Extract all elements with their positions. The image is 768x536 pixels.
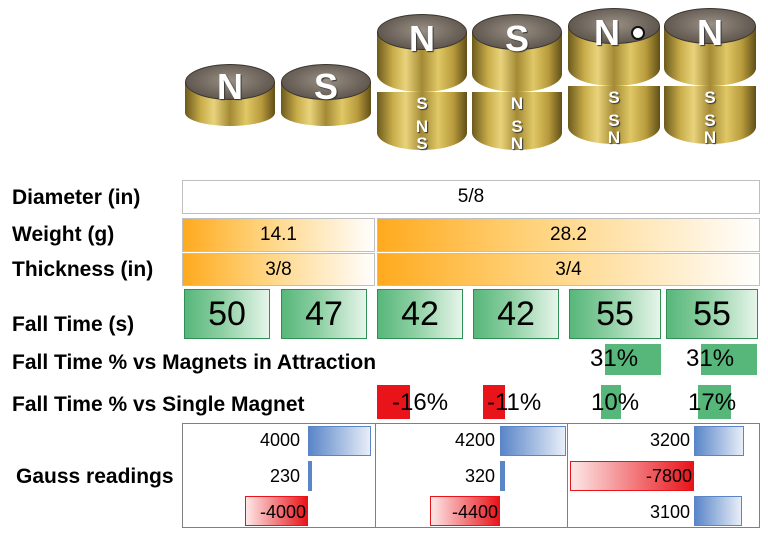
fall-time-value: 55: [596, 294, 634, 333]
gauss-label: Gauss readings: [16, 465, 174, 488]
thickness-single-value: 3/8: [265, 258, 292, 280]
magnet-face: [664, 8, 756, 44]
magnet-pole-label: N: [697, 12, 723, 53]
gauss-value: 320: [464, 466, 495, 486]
weight-double-cell: 28.2: [377, 218, 760, 252]
magnet-pole-label: S: [504, 18, 529, 59]
pct-attraction-value: 31%: [686, 345, 735, 372]
magnet-side: [377, 92, 467, 150]
weight-double-value: 28.2: [550, 224, 587, 245]
fall-time-cell: 42: [377, 289, 463, 339]
gauss-negative-bar: [245, 496, 308, 526]
magnet-pole-label: N: [217, 66, 243, 107]
magnet-3: N S N S: [377, 14, 467, 164]
magnet-pole-label: N: [703, 128, 717, 147]
thickness-double-value: 3/4: [555, 258, 582, 280]
pct-attraction-label: Fall Time % vs Magnets in Attraction: [12, 351, 377, 374]
thickness-label: Thickness (in): [12, 258, 154, 281]
gauss-value: 230: [269, 466, 300, 486]
pct-single-bar: [483, 385, 505, 419]
fall-time-value: 42: [401, 294, 439, 333]
magnet-6: N S S N: [664, 8, 756, 158]
magnet-pole-label: S: [313, 66, 338, 107]
magnet-pole-label: N: [594, 12, 620, 53]
weight-single-value: 14.1: [260, 224, 297, 245]
gauss-positive-bar: [500, 426, 566, 456]
pct-single-bar: [601, 385, 621, 419]
thickness-single-cell: 3/8: [182, 253, 375, 286]
gauss-value: 3100: [649, 502, 690, 522]
magnet-pole-label: N: [415, 117, 429, 136]
thickness-double-cell: 3/4: [377, 253, 760, 286]
pct-attraction-bar: [701, 344, 757, 375]
gauss-negative-bar: [570, 461, 694, 491]
weight-single-cell: 14.1: [182, 218, 375, 252]
magnet-1: N: [185, 64, 275, 154]
pct-single-value: 17%: [688, 389, 737, 416]
gauss-positive-bar: [308, 461, 312, 491]
gauss-value: 3200: [649, 430, 690, 450]
magnet-face: [281, 64, 371, 100]
magnet-pole-label: S: [704, 111, 716, 130]
magnet-side: [568, 86, 660, 144]
magnet-pole-label: S: [608, 88, 620, 107]
magnet-pole-label: N: [607, 128, 621, 147]
pct-attraction-bar: [605, 344, 661, 375]
fall-time-value: 42: [497, 294, 535, 333]
fall-time-cell: 47: [281, 289, 367, 339]
pct-single-label: Fall Time % vs Single Magnet: [12, 393, 305, 416]
pct-single-value: 10%: [591, 389, 640, 416]
magnet-pole-label: N: [510, 94, 524, 113]
magnet-face: [472, 14, 562, 50]
diameter-cell: 5/8: [182, 180, 760, 214]
magnet-pole-label: S: [416, 94, 428, 113]
magnet-pole-label: N: [510, 134, 524, 153]
fall-time-value: 47: [305, 294, 343, 333]
fall-time-value: 55: [693, 294, 731, 333]
fall-time-cell: 55: [666, 289, 758, 339]
magnet-face: [377, 14, 467, 50]
fall-time-value: 50: [208, 294, 246, 333]
magnet-2: S: [281, 64, 371, 154]
gauss-positive-bar: [500, 461, 505, 491]
gauss-negative-bar: [430, 496, 500, 526]
magnet-face: [568, 8, 660, 44]
gauss-value: -4400: [451, 502, 498, 522]
gauss-positive-bar: [694, 426, 744, 456]
gauss-group-3: [567, 423, 760, 528]
gauss-value: -4000: [259, 502, 306, 522]
fall-time-label: Fall Time (s): [12, 313, 135, 336]
magnet-pole-label: S: [416, 134, 428, 153]
gauss-value: -7800: [645, 466, 692, 486]
dot-marker-icon: [631, 26, 645, 40]
magnet-pole-label: S: [511, 117, 523, 136]
fall-time-cell: 42: [473, 289, 559, 339]
magnet-pole-label: S: [704, 88, 716, 107]
pct-single-bar: [698, 385, 731, 419]
fall-time-cell: 55: [569, 289, 661, 339]
gauss-positive-bar: [694, 496, 742, 526]
magnet-4: S N S N: [472, 14, 562, 164]
magnet-pole-label: S: [608, 111, 620, 130]
pct-single-value: -11%: [487, 389, 542, 416]
gauss-value: 4200: [454, 430, 495, 450]
gauss-value: 4000: [259, 430, 300, 450]
magnet-pole-label: N: [409, 18, 435, 59]
diameter-label: Diameter (in): [12, 186, 141, 209]
diameter-value: 5/8: [457, 186, 485, 207]
weight-label: Weight (g): [12, 223, 115, 246]
magnet-face: [185, 64, 275, 100]
magnet-side: [664, 86, 756, 144]
fall-time-cell: 50: [184, 289, 270, 339]
gauss-positive-bar: [308, 426, 371, 456]
pct-single-value: -16%: [392, 389, 449, 416]
magnet-5: N S S N: [568, 8, 660, 158]
magnet-side: [472, 92, 562, 150]
pct-attraction-value: 31%: [590, 345, 639, 372]
pct-single-bar: [377, 385, 410, 419]
